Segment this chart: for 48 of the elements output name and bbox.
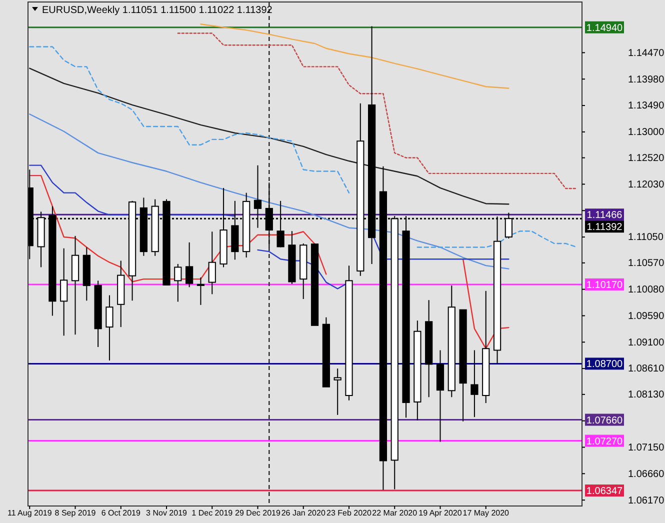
y-tick-label: 1.12520 xyxy=(628,152,665,164)
y-tick-label: 1.13000 xyxy=(628,127,665,138)
x-tick-label: 17 May 2020 xyxy=(462,508,510,518)
x-tick-label: 8 Sep 2019 xyxy=(54,508,96,518)
ref-line-label: 1.07660 xyxy=(586,415,624,426)
y-tick-label: 1.08130 xyxy=(628,390,665,401)
x-tick-label: 26 Jan 2020 xyxy=(281,508,326,518)
candlestick xyxy=(196,276,205,306)
y-tick-label: 1.10570 xyxy=(628,258,665,270)
x-tick-label: 3 Nov 2019 xyxy=(146,508,188,518)
y-tick-label: 1.09590 xyxy=(628,310,665,322)
x-tick-label: 11 Aug 2019 xyxy=(7,508,52,518)
candlestick xyxy=(106,294,114,361)
y-tick-label: 1.06170 xyxy=(628,495,665,506)
x-tick-label: 1 Dec 2019 xyxy=(192,508,234,518)
candlestick xyxy=(186,242,194,288)
ref-line-label: 1.11392 xyxy=(586,222,623,234)
ref-line-label: 1.06347 xyxy=(586,486,624,498)
x-tick-label: 29 Dec 2019 xyxy=(235,508,281,518)
candlestick xyxy=(60,248,68,336)
candlestick xyxy=(334,368,342,416)
y-tick-label: 1.11050 xyxy=(628,232,664,244)
ref-line-label: 1.14940 xyxy=(586,22,624,34)
y-tick-label: 1.10080 xyxy=(628,284,665,296)
candlestick xyxy=(470,350,478,418)
ref-line-label: 1.11466 xyxy=(586,210,623,222)
y-tick-label: 1.14470 xyxy=(628,48,665,59)
chart-title: EURUSD,Weekly 1.11051 1.11500 1.11022 1.11392 xyxy=(42,5,273,16)
line-series xyxy=(200,24,510,89)
candlestick xyxy=(208,231,216,295)
y-tick-label: 1.07150 xyxy=(628,442,665,454)
y-tick-label: 1.09100 xyxy=(628,337,665,348)
ref-line-label: 1.10170 xyxy=(586,280,624,291)
y-tick-label: 1.13980 xyxy=(628,74,665,86)
line-series xyxy=(29,114,510,270)
x-tick-label: 22 Mar 2020 xyxy=(372,508,418,518)
ref-line-label: 1.07270 xyxy=(586,436,624,448)
candlestick xyxy=(174,263,182,302)
x-tick-label: 6 Oct 2019 xyxy=(101,508,141,518)
y-tick-label: 1.08610 xyxy=(628,364,665,375)
y-tick-label: 1.12030 xyxy=(628,179,665,190)
x-tick-label: 23 Feb 2020 xyxy=(326,508,372,518)
y-tick-label: 1.06660 xyxy=(628,468,665,480)
line-series xyxy=(177,32,578,190)
line-series xyxy=(29,68,510,205)
x-tick-label: 19 Apr 2020 xyxy=(418,508,462,518)
y-tick-label: 1.13490 xyxy=(628,100,665,112)
ref-line-label: 1.08700 xyxy=(586,359,624,370)
